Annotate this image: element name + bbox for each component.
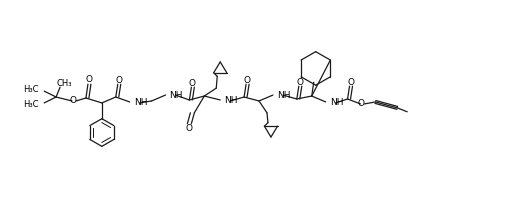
Text: O: O: [186, 124, 193, 133]
Text: H₃C: H₃C: [23, 85, 38, 94]
Text: O: O: [347, 78, 354, 87]
Text: NH: NH: [330, 98, 343, 107]
Text: NH: NH: [169, 91, 183, 99]
Text: O: O: [85, 75, 92, 84]
Text: O: O: [358, 99, 365, 108]
Text: H₃C: H₃C: [23, 100, 38, 109]
Text: O: O: [189, 79, 196, 88]
Text: NH: NH: [277, 91, 290, 99]
Text: NH: NH: [224, 97, 238, 105]
Text: O: O: [70, 97, 77, 105]
Text: O: O: [296, 78, 303, 87]
Text: O: O: [115, 76, 122, 85]
Text: O: O: [244, 76, 250, 85]
Text: CH₃: CH₃: [56, 79, 72, 88]
Text: NH: NH: [134, 98, 147, 107]
